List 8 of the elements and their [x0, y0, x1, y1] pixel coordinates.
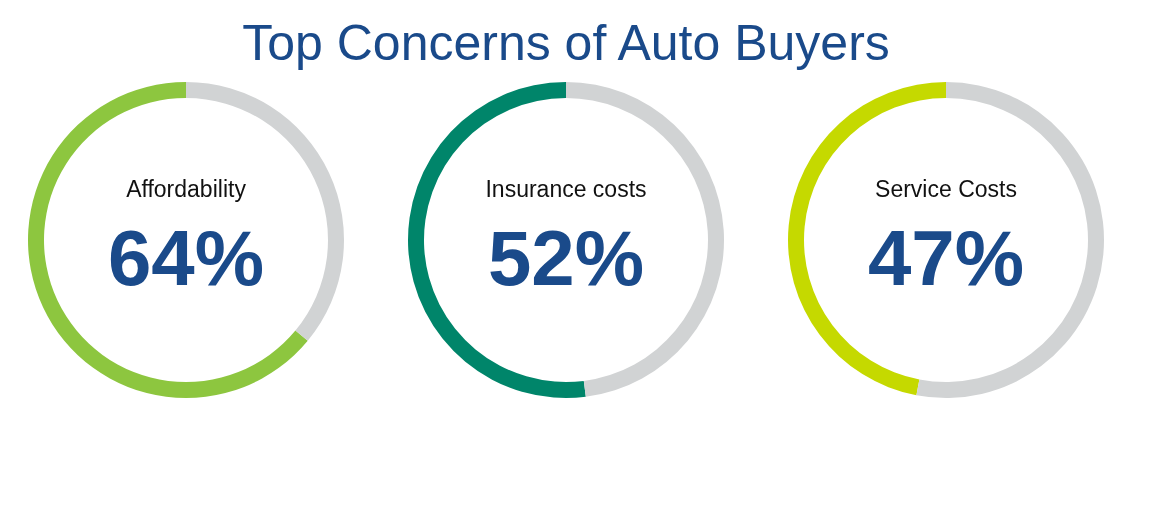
text: Top Concerns of Auto Buyers	[242, 15, 890, 71]
slice-label: Service Costs	[875, 176, 1017, 202]
data-label: 47%	[867, 214, 1025, 302]
donut-slice	[28, 82, 308, 398]
data-label: 64%	[107, 214, 265, 302]
slice-label: Affordability	[126, 176, 247, 202]
data-label: 52%	[487, 214, 645, 302]
slice-label: Insurance costs	[485, 176, 647, 202]
